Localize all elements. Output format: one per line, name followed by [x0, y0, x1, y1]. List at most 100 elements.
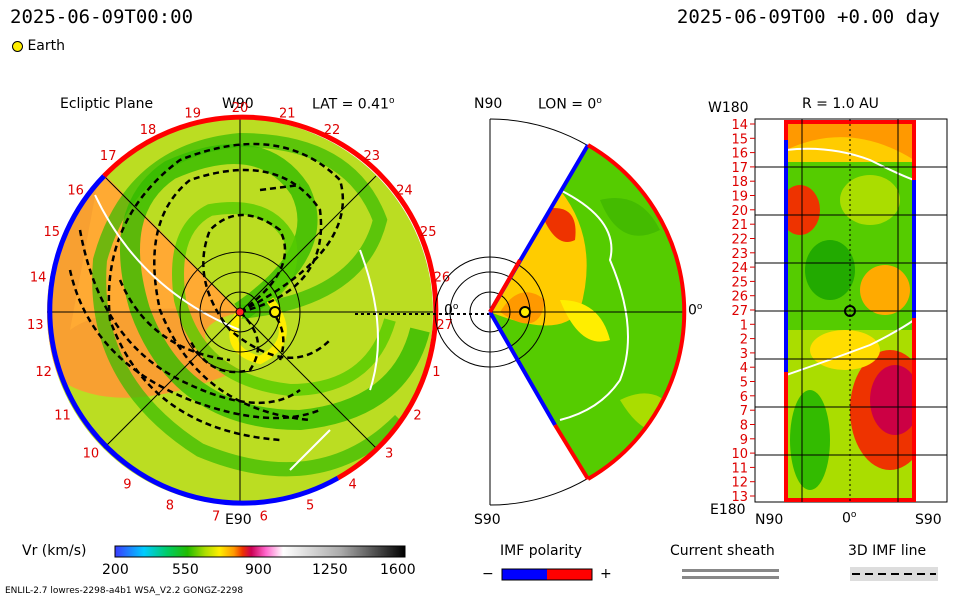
carrington-label: 25 — [420, 225, 437, 240]
rotation-label: 18 — [731, 175, 748, 190]
rotation-label: 17 — [731, 161, 748, 176]
rotation-label: 21 — [731, 218, 748, 233]
imf-positive-swatch — [547, 569, 592, 580]
colorbar-tick-1600: 1600 — [380, 562, 416, 578]
sphere-top-label: W180 — [708, 100, 749, 116]
earth-marker-meridional-icon — [519, 306, 531, 318]
rotation-label: 15 — [731, 132, 748, 147]
carrington-label: 20 — [232, 101, 249, 116]
earth-marker-icon — [12, 40, 23, 52]
ecliptic-rim-negative — [47, 174, 340, 506]
ecliptic-top-label: W90 — [222, 96, 254, 112]
carrington-label: 11 — [54, 409, 71, 424]
ecliptic-bottom-label: E90 — [225, 512, 252, 528]
rotation-labels: 1415161718192021222324252627123456789101… — [731, 118, 755, 505]
rotation-label: 27 — [731, 304, 748, 319]
meridional-right-label: 0o — [688, 302, 703, 319]
rotation-label: 8 — [740, 419, 748, 434]
carrington-label: 6 — [260, 510, 268, 525]
carrington-label: 27 — [436, 318, 453, 333]
imf-plus-label: + — [600, 566, 612, 582]
meridional-panel — [434, 118, 687, 506]
earth-legend: Earth — [12, 38, 65, 54]
colorbar-tick-550: 550 — [172, 562, 199, 578]
ecliptic-lat-label: LAT = 0.41o — [312, 96, 395, 113]
imf-line-swatch — [850, 567, 938, 581]
carrington-label: 21 — [279, 107, 296, 122]
carrington-label: 7 — [212, 510, 220, 525]
sphere-x-label-0: 0o — [842, 510, 857, 527]
imf-polarity-title: IMF polarity — [500, 543, 583, 559]
carrington-labels: 20 21222324252627123456789101112131415161… — [27, 101, 453, 525]
carrington-label: 9 — [123, 477, 131, 492]
colorbar-title: Vr (km/s) — [22, 543, 87, 559]
sphere-r-label: R = 1.0 AU — [802, 96, 879, 112]
carrington-label: 13 — [27, 318, 44, 333]
carrington-label: 15 — [44, 225, 61, 240]
rotation-label: 5 — [740, 376, 748, 391]
carrington-label: 18 — [140, 123, 157, 138]
carrington-label: 1 — [432, 365, 440, 380]
carrington-label: 8 — [166, 499, 174, 514]
carrington-label: 17 — [100, 149, 117, 164]
ecliptic-disk — [47, 114, 490, 506]
rotation-label: 25 — [731, 275, 748, 290]
carrington-label: 4 — [348, 477, 356, 492]
rotation-label: 22 — [731, 233, 748, 248]
carrington-label: 14 — [30, 270, 47, 285]
rotation-label: 9 — [740, 433, 748, 448]
meridional-lon-label: LON = 0o — [538, 96, 602, 113]
colorbar-tick-1250: 1250 — [312, 562, 348, 578]
sun-marker-icon — [235, 307, 245, 317]
earth-legend-label: Earth — [27, 38, 65, 54]
carrington-label: 10 — [83, 447, 100, 462]
carrington-label: 2 — [413, 409, 421, 424]
carrington-label: 16 — [67, 184, 84, 199]
sphere-x-label-n90: N90 — [755, 512, 784, 528]
rotation-label: 12 — [731, 476, 748, 491]
datetime-right: 2025-06-09T00 +0.00 day — [676, 6, 940, 28]
rotation-label: 6 — [740, 390, 748, 405]
meridional-bottom-label: S90 — [474, 512, 501, 528]
ecliptic-title: Ecliptic Plane — [60, 96, 154, 112]
meridional-top-label: N90 — [474, 96, 503, 112]
rotation-label: 26 — [731, 290, 748, 305]
rotation-label: 23 — [731, 247, 748, 262]
sphere-panel — [754, 118, 948, 503]
rotation-label: 24 — [731, 261, 748, 276]
rotation-label: 3 — [740, 347, 748, 362]
sphere-bottom-label: E180 — [710, 502, 746, 518]
ecliptic-rim-positive — [102, 114, 439, 481]
rotation-label: 1 — [740, 318, 748, 333]
rotation-label: 4 — [740, 361, 748, 376]
carrington-label: 19 — [184, 107, 201, 122]
colorbar-tick-900: 900 — [245, 562, 272, 578]
earth-marker-sphere-icon — [844, 305, 856, 317]
rotation-label: 2 — [740, 333, 748, 348]
rotation-label: 19 — [731, 190, 748, 205]
rotation-label: 7 — [740, 404, 748, 419]
carrington-label: 26 — [434, 270, 451, 285]
carrington-label: 24 — [396, 184, 413, 199]
rotation-label: 14 — [731, 118, 748, 133]
earth-marker-ecliptic-icon — [269, 306, 281, 318]
ecliptic-right-label: 0o — [444, 302, 459, 319]
current-sheath-title: Current sheath — [670, 543, 775, 559]
rotation-label: 20 — [731, 204, 748, 219]
rotation-label: 16 — [731, 147, 748, 162]
carrington-label: 5 — [306, 499, 314, 514]
colorbar — [114, 545, 406, 558]
carrington-label: 23 — [364, 149, 381, 164]
colorbar-tick-200: 200 — [102, 562, 129, 578]
carrington-label: 12 — [35, 365, 52, 380]
current-sheath-swatch — [682, 569, 779, 579]
rotation-label: 10 — [731, 447, 748, 462]
rotation-label: 11 — [731, 461, 748, 476]
model-info: ENLIL-2.7 lowres-2298-a4b1 WSA_V2.2 GONG… — [5, 586, 244, 596]
carrington-label: 3 — [385, 447, 393, 462]
carrington-label: 22 — [324, 123, 341, 138]
sphere-x-label-s90: S90 — [915, 512, 942, 528]
imf-negative-swatch — [502, 569, 547, 580]
imf-minus-label: − — [482, 566, 494, 582]
